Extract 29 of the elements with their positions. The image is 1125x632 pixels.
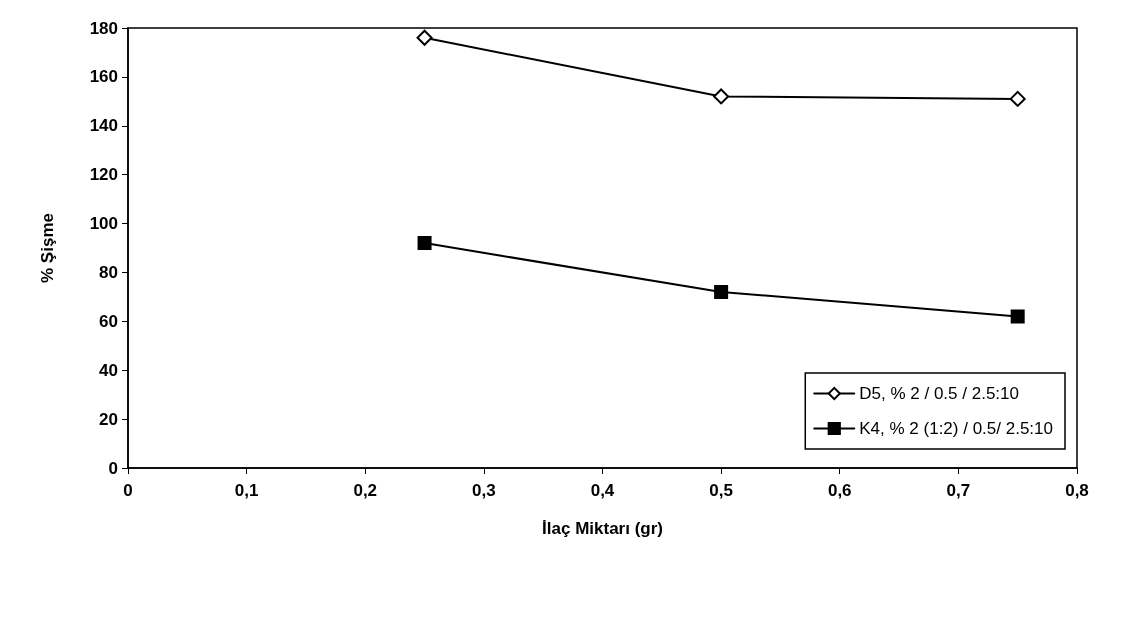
legend-label: D5, % 2 / 0.5 / 2.5:10 (859, 384, 1019, 403)
point (713, 88, 730, 105)
x-tick-label: 0,1 (234, 481, 259, 500)
y-tick-label: 180 (89, 18, 118, 38)
point (714, 285, 729, 299)
x-tick-label: 0,4 (590, 481, 615, 500)
x-tick-label: 0,2 (353, 481, 378, 500)
point (416, 29, 433, 46)
point (1009, 90, 1026, 107)
y-axis-title: % Şişme (38, 213, 57, 283)
x-axis-title: İlaç Miktarı (gr) (542, 519, 663, 538)
x-tick-label: 0,3 (472, 481, 496, 500)
y-tick-label: 20 (99, 409, 118, 429)
y-tick-label: 120 (89, 165, 118, 185)
y-tick-label: 100 (89, 214, 118, 234)
x-tick-label: 0,6 (827, 481, 852, 500)
x-tick-label: 0,5 (709, 481, 733, 500)
x-tick-label: 0 (123, 481, 133, 500)
legend-label: K4, % 2 (1:2) / 0.5/ 2.5:10 (859, 419, 1054, 438)
point (417, 236, 432, 251)
y-tick-label: 140 (89, 116, 118, 136)
y-tick-label: 160 (89, 67, 118, 87)
x-tick-label: 0,8 (1065, 481, 1089, 500)
x-tick-label: 0,7 (946, 481, 971, 500)
y-tick-label: 40 (99, 360, 118, 380)
point (1010, 309, 1025, 324)
y-tick-label: 80 (99, 262, 118, 282)
y-tick-label: 0 (108, 458, 118, 478)
y-tick-label: 60 (99, 311, 118, 331)
